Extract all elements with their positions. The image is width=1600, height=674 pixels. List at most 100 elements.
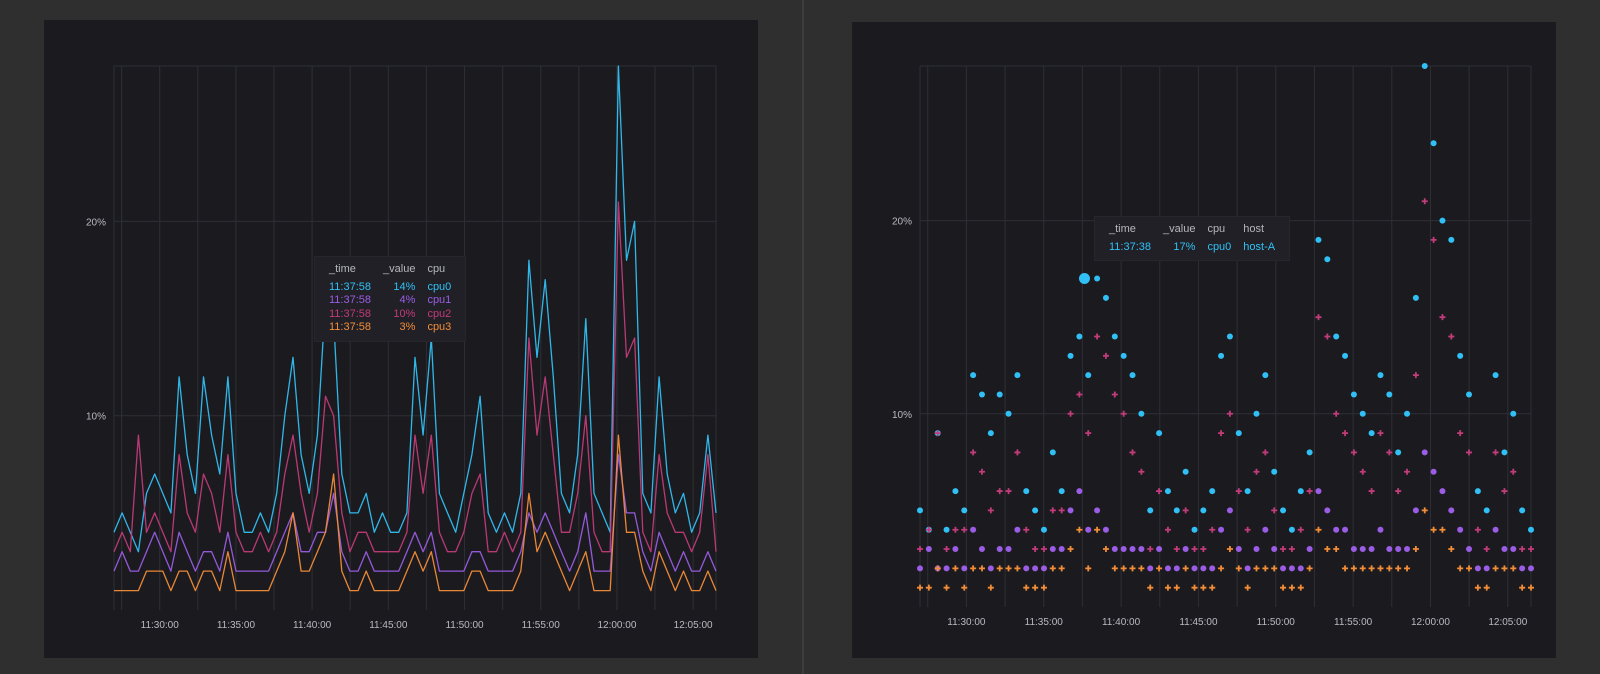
scatter-point-cpu1 (1501, 546, 1508, 553)
scatter-point-cpu1 (1457, 526, 1464, 533)
scatter-point-cpu1 (1421, 449, 1428, 456)
scatter-point-cpu3 (1510, 565, 1517, 572)
scatter-point-cpu1 (1324, 507, 1331, 514)
x-tick-label: 12:00:00 (597, 620, 636, 631)
scatter-point-cpu0 (1439, 217, 1446, 224)
tooltip-header-time: _time (329, 263, 356, 275)
scatter-point-cpu2 (1191, 546, 1198, 553)
scatter-point-cpu2 (1173, 546, 1180, 553)
scatter-point-cpu3 (1280, 584, 1287, 591)
scatter-point-cpu0 (1235, 430, 1242, 437)
scatter-point-cpu0 (961, 507, 968, 514)
scatter-point-cpu3 (1395, 565, 1402, 572)
scatter-point-cpu3 (1439, 526, 1446, 533)
scatter-point-cpu3 (1102, 546, 1109, 553)
scatter-point-cpu0 (1474, 488, 1481, 495)
scatter-point-cpu0 (1049, 449, 1056, 456)
highlighted-point (1078, 273, 1090, 285)
scatter-point-cpu1 (1377, 526, 1384, 533)
scatter-point-cpu2 (970, 449, 977, 456)
scatter-point-cpu3 (1191, 584, 1198, 591)
scatter-point-cpu0 (1342, 352, 1349, 359)
scatter-point-cpu3 (1111, 565, 1118, 572)
scatter-point-cpu0 (1014, 372, 1021, 379)
scatter-point-cpu0 (1386, 391, 1393, 398)
line-chart-panel: 10% 20% 11:30:00 11:35:00 11:40:00 11:45… (44, 20, 758, 658)
scatter-point-cpu1 (1129, 546, 1136, 553)
scatter-point-cpu3 (1023, 584, 1030, 591)
scatter-point-cpu3 (1076, 526, 1083, 533)
scatter-point-cpu3 (970, 565, 977, 572)
scatter-point-cpu3 (1218, 565, 1225, 572)
scatter-point-cpu2 (1040, 546, 1047, 553)
scatter-point-cpu1 (952, 546, 959, 553)
scatter-point-cpu3 (1147, 584, 1154, 591)
series-line-cpu2 (113, 201, 717, 553)
scatter-point-cpu0 (1076, 333, 1083, 340)
tooltip-header-time: _time (1109, 223, 1136, 235)
x-tick-label: 11:45:00 (369, 620, 408, 631)
scatter-point-cpu3 (1324, 546, 1331, 553)
tooltip-value: 10% (393, 307, 416, 320)
scatter-point-cpu1 (978, 546, 985, 553)
tooltip-header-value: _value (1163, 223, 1196, 235)
scatter-point-cpu0 (1368, 430, 1375, 437)
scatter-point-cpu0 (1226, 333, 1233, 340)
scatter-point-cpu1 (1049, 546, 1056, 553)
scatter-point-cpu0 (1182, 468, 1189, 475)
scatter-point-cpu3 (1359, 565, 1366, 572)
scatter-point-cpu3 (1014, 565, 1021, 572)
scatter-point-cpu0 (1421, 63, 1428, 69)
scatter-point-cpu2 (1129, 449, 1136, 456)
scatter-point-cpu2 (943, 546, 950, 553)
scatter-point-cpu1 (1076, 488, 1083, 495)
scatter-point-cpu1 (1315, 488, 1322, 495)
scatter-point-cpu2 (917, 546, 923, 553)
scatter-point-cpu3 (1049, 565, 1056, 572)
scatter-point-cpu1 (1244, 565, 1251, 572)
scatter-chart[interactable]: 10% 20% 11:30:00 11:35:00 11:40:00 11:45… (852, 22, 1556, 658)
scatter-point-cpu3 (1200, 584, 1207, 591)
scatter-point-cpu0 (1404, 410, 1411, 417)
scatter-point-cpu1 (1386, 546, 1393, 553)
scatter-point-cpu3 (1262, 565, 1269, 572)
scatter-point-cpu1 (1102, 526, 1109, 533)
line-chart-x-axis: 11:30:00 11:35:00 11:40:00 11:45:00 11:5… (141, 620, 713, 631)
scatter-point-cpu0 (1350, 391, 1357, 398)
scatter-point-cpu0 (1040, 526, 1047, 533)
scatter-point-cpu0 (952, 488, 959, 495)
scatter-chart-grid (919, 65, 1532, 607)
x-tick-label: 11:55:00 (522, 620, 561, 631)
scatter-point-cpu3 (1058, 565, 1065, 572)
scatter-point-cpu0 (917, 507, 923, 514)
x-tick-label: 11:30:00 (947, 617, 986, 628)
scatter-point-cpu2 (934, 430, 941, 437)
tooltip-cpu: cpu0 (427, 280, 452, 293)
series-line-cpu0 (113, 65, 717, 553)
scatter-point-cpu3 (1412, 546, 1419, 553)
scatter-point-cpu3 (1421, 507, 1428, 514)
scatter-point-cpu1 (1492, 526, 1499, 533)
scatter-point-cpu3 (1386, 565, 1393, 572)
scatter-point-cpu3 (961, 584, 968, 591)
scatter-point-cpu2 (1209, 526, 1216, 533)
scatter-point-cpu1 (961, 565, 968, 572)
scatter-point-cpu0 (1209, 488, 1216, 495)
scatter-point-cpu2 (1164, 526, 1171, 533)
tooltip-value: 3% (399, 321, 416, 333)
scatter-point-cpu0 (1483, 507, 1490, 514)
scatter-point-cpu3 (1244, 584, 1251, 591)
scatter-point-cpu3 (1085, 565, 1092, 572)
x-tick-label: 12:05:00 (1488, 617, 1527, 628)
scatter-point-cpu2 (1342, 430, 1349, 437)
scatter-point-cpu1 (1368, 546, 1375, 553)
scatter-point-cpu2 (987, 507, 994, 514)
scatter-point-cpu1 (1519, 565, 1526, 572)
scatter-point-cpu1 (1005, 546, 1012, 553)
scatter-chart-panel: 10% 20% 11:30:00 11:35:00 11:40:00 11:45… (852, 22, 1556, 658)
scatter-point-cpu1 (1404, 546, 1411, 553)
scatter-point-cpu2 (1244, 526, 1251, 533)
scatter-point-cpu2 (1404, 468, 1411, 475)
scatter-point-cpu0 (1510, 410, 1517, 417)
panel-divider[interactable] (802, 0, 804, 674)
